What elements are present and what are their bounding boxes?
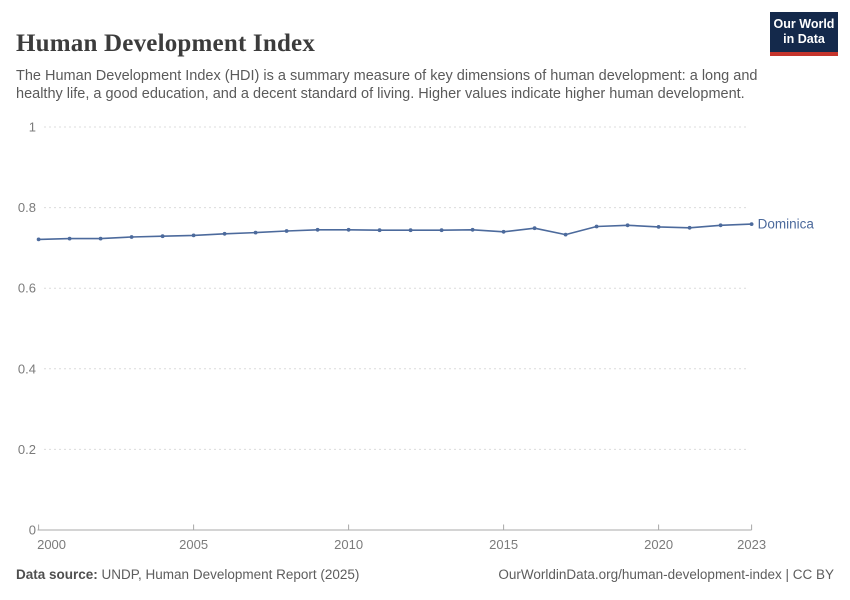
y-tick-label: 1 — [29, 120, 36, 135]
y-tick-label: 0.4 — [18, 361, 36, 376]
data-point[interactable] — [687, 225, 692, 230]
chart-area[interactable]: 0 0.2 0.4 0.6 0.8 1 2000 2005 2010 2015 2020 2023 Do… — [0, 110, 850, 560]
y-tick-label: 0.2 — [18, 442, 36, 457]
x-tick-label: 2010 — [334, 537, 363, 552]
data-point[interactable] — [315, 227, 320, 232]
owid-logo-line2: in Data — [783, 32, 825, 46]
x-tick-label: 2015 — [489, 537, 518, 552]
data-point[interactable] — [191, 233, 196, 238]
x-tick-label: 2020 — [644, 537, 673, 552]
data-point[interactable] — [346, 227, 351, 232]
owid-logo-line1: Our World — [773, 17, 835, 31]
y-tick-label: 0 — [29, 523, 36, 538]
x-tick-label: 2005 — [179, 537, 208, 552]
data-point[interactable] — [408, 228, 413, 233]
data-point[interactable] — [67, 236, 72, 241]
data-point[interactable] — [594, 224, 599, 229]
data-point[interactable] — [439, 228, 444, 233]
data-point[interactable] — [532, 226, 537, 231]
data-point[interactable] — [222, 231, 227, 236]
x-tick-label: 2023 — [737, 537, 766, 552]
data-point[interactable] — [160, 234, 165, 239]
data-point[interactable] — [129, 235, 134, 239]
data-point[interactable] — [284, 229, 289, 233]
credit-link[interactable]: OurWorldinData.org/human-development-ind… — [498, 567, 834, 582]
data-point[interactable] — [718, 223, 723, 228]
chart-subtitle: The Human Development Index (HDI) is a s… — [16, 67, 758, 102]
owid-logo[interactable]: Our World in Data — [770, 12, 838, 56]
data-point[interactable] — [253, 230, 258, 235]
data-point[interactable] — [501, 229, 506, 234]
y-tick-label: 0.8 — [18, 200, 36, 215]
data-point[interactable] — [656, 225, 661, 229]
hdi-line[interactable] — [38, 223, 752, 241]
x-tick-label: 2000 — [37, 537, 66, 552]
data-point[interactable] — [563, 232, 568, 237]
data-point[interactable] — [98, 236, 103, 241]
page-title: Human Development Index — [16, 29, 316, 57]
chart-footer: Data source: UNDP, Human Development Rep… — [16, 567, 834, 582]
y-tick-label: 0.6 — [18, 281, 36, 296]
series-label[interactable]: Dominica — [758, 217, 815, 232]
data-point[interactable] — [625, 223, 630, 228]
data-point[interactable] — [36, 237, 41, 242]
data-point[interactable] — [377, 228, 382, 233]
data-point[interactable] — [749, 222, 754, 227]
data-source-label: Data source: — [16, 567, 98, 582]
data-source-value: UNDP, Human Development Report (2025) — [97, 567, 360, 582]
data-point[interactable] — [470, 227, 475, 232]
hdi-line-chart[interactable]: 0 0.2 0.4 0.6 0.8 1 2000 2005 2010 2015 2020 2023 Do… — [0, 110, 850, 560]
data-source-text: Data source: UNDP, Human Development Rep… — [16, 567, 359, 582]
